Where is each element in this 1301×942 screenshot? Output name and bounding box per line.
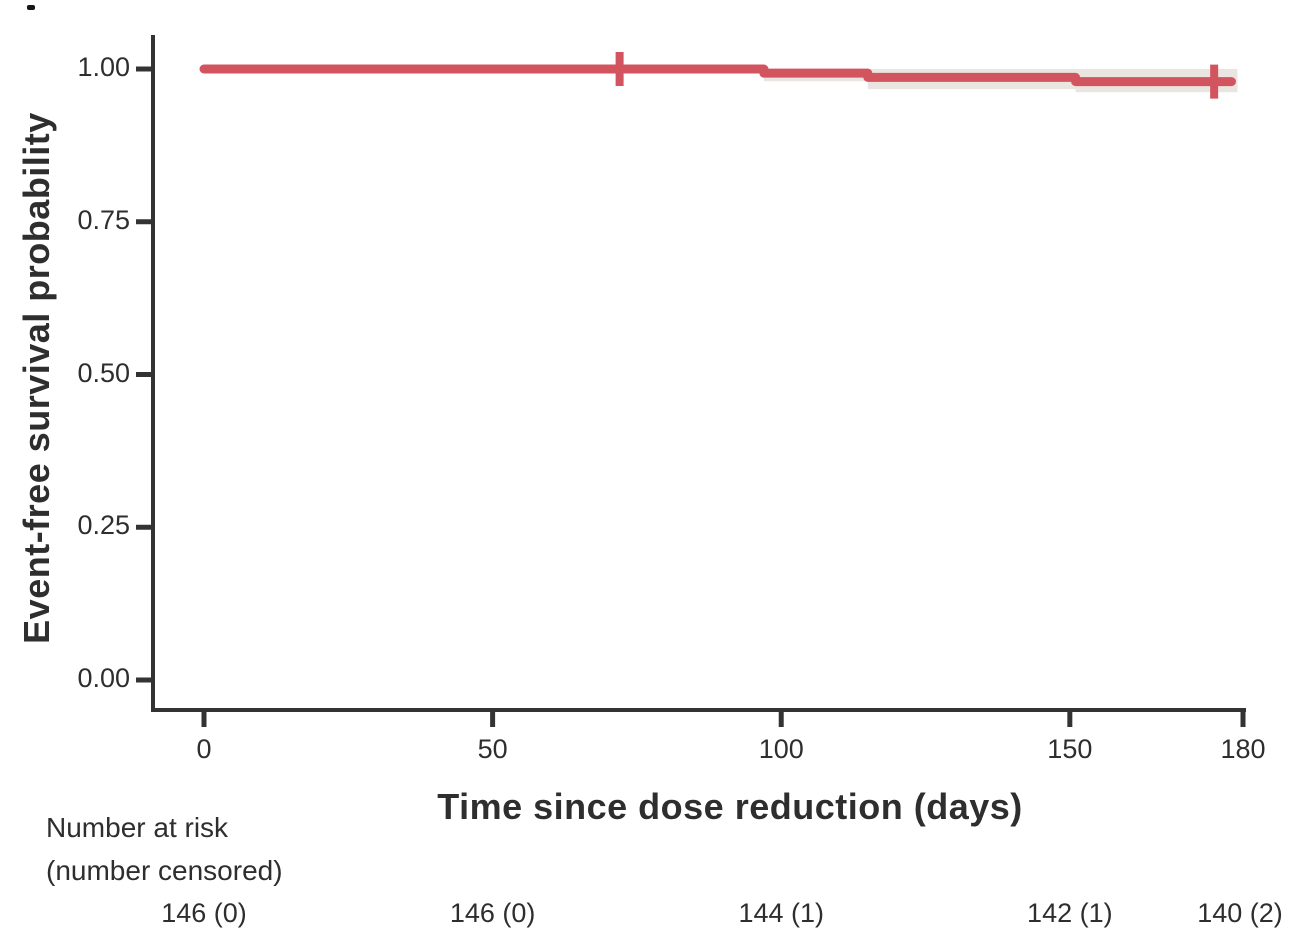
stray-mark bbox=[27, 5, 35, 10]
x-tick-label: 100 bbox=[758, 734, 804, 764]
y-tick-label: 0.75 bbox=[77, 204, 130, 235]
x-tick-label: 180 bbox=[1220, 734, 1266, 764]
risk-value: 144 (1) bbox=[738, 898, 824, 928]
risk-value: 146 (0) bbox=[449, 898, 536, 928]
risk-header-line2: (number censored) bbox=[46, 855, 283, 886]
x-tick-label: 50 bbox=[477, 734, 508, 764]
y-tick-label: 1.00 bbox=[77, 52, 130, 82]
x-tick-label: 150 bbox=[1047, 734, 1093, 764]
risk-value: 140 (2) bbox=[1197, 898, 1283, 928]
risk-value: 142 (1) bbox=[1027, 898, 1113, 928]
y-tick-label: 0.50 bbox=[77, 357, 130, 388]
risk-header-line1: Number at risk bbox=[46, 812, 229, 843]
x-axis-title: Time since dose reduction (days) bbox=[437, 786, 1023, 827]
survival-step-curve bbox=[199, 64, 1236, 87]
x-tick-label: 0 bbox=[196, 734, 212, 764]
y-tick-label: 0.25 bbox=[77, 510, 130, 541]
risk-table-header: Number at risk (number censored) bbox=[46, 806, 283, 892]
y-tick-label: 0.00 bbox=[77, 663, 130, 693]
risk-value: 146 (0) bbox=[161, 898, 247, 928]
